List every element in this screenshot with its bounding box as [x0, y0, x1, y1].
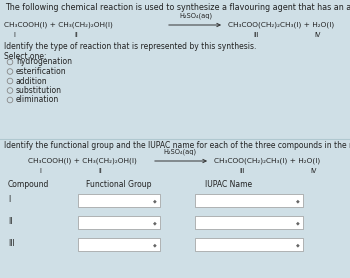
- Text: substitution: substitution: [16, 86, 62, 95]
- Text: ◆: ◆: [296, 242, 300, 247]
- FancyBboxPatch shape: [195, 216, 303, 229]
- Text: H₂SO₄(aq): H₂SO₄(aq): [163, 148, 197, 155]
- Text: III: III: [8, 239, 15, 248]
- Text: II: II: [98, 168, 102, 174]
- Text: CH₃COOH(l) + CH₃(CH₂)₂OH(l): CH₃COOH(l) + CH₃(CH₂)₂OH(l): [28, 158, 137, 164]
- FancyBboxPatch shape: [195, 238, 303, 251]
- Text: IV: IV: [315, 32, 321, 38]
- Text: IV: IV: [311, 168, 317, 174]
- Text: CH₃COO(CH₂)₂CH₃(l) + H₂O(l): CH₃COO(CH₂)₂CH₃(l) + H₂O(l): [228, 22, 334, 28]
- Text: esterification: esterification: [16, 67, 66, 76]
- FancyBboxPatch shape: [78, 194, 160, 207]
- Text: Identify the functional group and the IUPAC name for each of the three compounds: Identify the functional group and the IU…: [4, 141, 350, 150]
- Text: I: I: [13, 32, 15, 38]
- Text: Functional Group: Functional Group: [86, 180, 152, 189]
- Text: ◆: ◆: [153, 198, 157, 203]
- Text: hydrogenation: hydrogenation: [16, 58, 72, 66]
- Text: CH₃COO(CH₂)₂CH₃(l) + H₂O(l): CH₃COO(CH₂)₂CH₃(l) + H₂O(l): [214, 158, 320, 164]
- FancyBboxPatch shape: [78, 238, 160, 251]
- Text: I: I: [39, 168, 41, 174]
- FancyBboxPatch shape: [78, 216, 160, 229]
- Text: ◆: ◆: [296, 198, 300, 203]
- Text: ◆: ◆: [296, 220, 300, 225]
- Text: III: III: [239, 168, 245, 174]
- Text: Identify the type of reaction that is represented by this synthesis.: Identify the type of reaction that is re…: [4, 42, 256, 51]
- Text: H₂SO₄(aq): H₂SO₄(aq): [180, 13, 212, 19]
- Text: II: II: [74, 32, 78, 38]
- Text: addition: addition: [16, 76, 48, 86]
- Text: IUPAC Name: IUPAC Name: [205, 180, 252, 189]
- Text: Select one:: Select one:: [4, 52, 47, 61]
- Text: ◆: ◆: [153, 242, 157, 247]
- Text: I: I: [8, 195, 10, 204]
- Text: III: III: [253, 32, 259, 38]
- Text: The following chemical reaction is used to synthesize a flavouring agent that ha: The following chemical reaction is used …: [5, 3, 350, 12]
- Text: elimination: elimination: [16, 96, 59, 105]
- Text: ◆: ◆: [153, 220, 157, 225]
- Text: II: II: [8, 217, 13, 226]
- Text: Compound: Compound: [8, 180, 49, 189]
- FancyBboxPatch shape: [195, 194, 303, 207]
- Text: CH₃COOH(l) + CH₃(CH₂)₂OH(l): CH₃COOH(l) + CH₃(CH₂)₂OH(l): [4, 22, 113, 28]
